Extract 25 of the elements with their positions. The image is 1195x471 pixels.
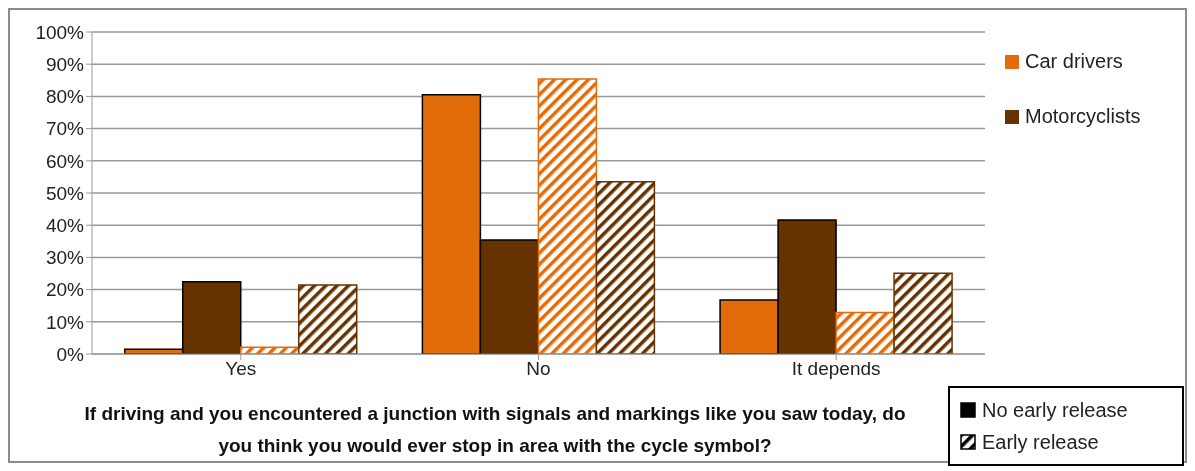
y-tick-label: 10% bbox=[45, 311, 85, 333]
y-tick-label: 70% bbox=[45, 118, 85, 140]
y-tick-label: 90% bbox=[45, 53, 85, 75]
x-axis-title: If driving and you encountered a junction with signals and markings like you saw today, do you think you would ever stop in area with the cycle symbol? bbox=[83, 402, 907, 458]
y-tick-label: 60% bbox=[45, 150, 85, 172]
y-tick-label: 30% bbox=[45, 247, 85, 269]
legend-label: Motorcyclists bbox=[1025, 105, 1141, 128]
text: Early release bbox=[982, 430, 1099, 454]
bar bbox=[297, 284, 358, 354]
y-tick-label: 80% bbox=[45, 86, 85, 108]
legend-label: Car drivers bbox=[1025, 50, 1123, 73]
bar bbox=[537, 78, 598, 354]
y-tick-label: 50% bbox=[45, 182, 85, 204]
y-tick-label: 40% bbox=[45, 214, 85, 236]
x-tick-label: No bbox=[526, 358, 551, 380]
x-tick-label: It depends bbox=[791, 358, 881, 380]
bar bbox=[239, 346, 300, 354]
text: No early release bbox=[982, 398, 1128, 422]
y-tick-label: 100% bbox=[35, 21, 85, 43]
y-tick-label: 20% bbox=[45, 279, 85, 301]
bar bbox=[893, 272, 953, 354]
bar bbox=[595, 180, 656, 354]
x-tick-label: Yes bbox=[225, 358, 257, 380]
y-tick-label: 0% bbox=[56, 343, 85, 365]
bar bbox=[835, 311, 895, 354]
